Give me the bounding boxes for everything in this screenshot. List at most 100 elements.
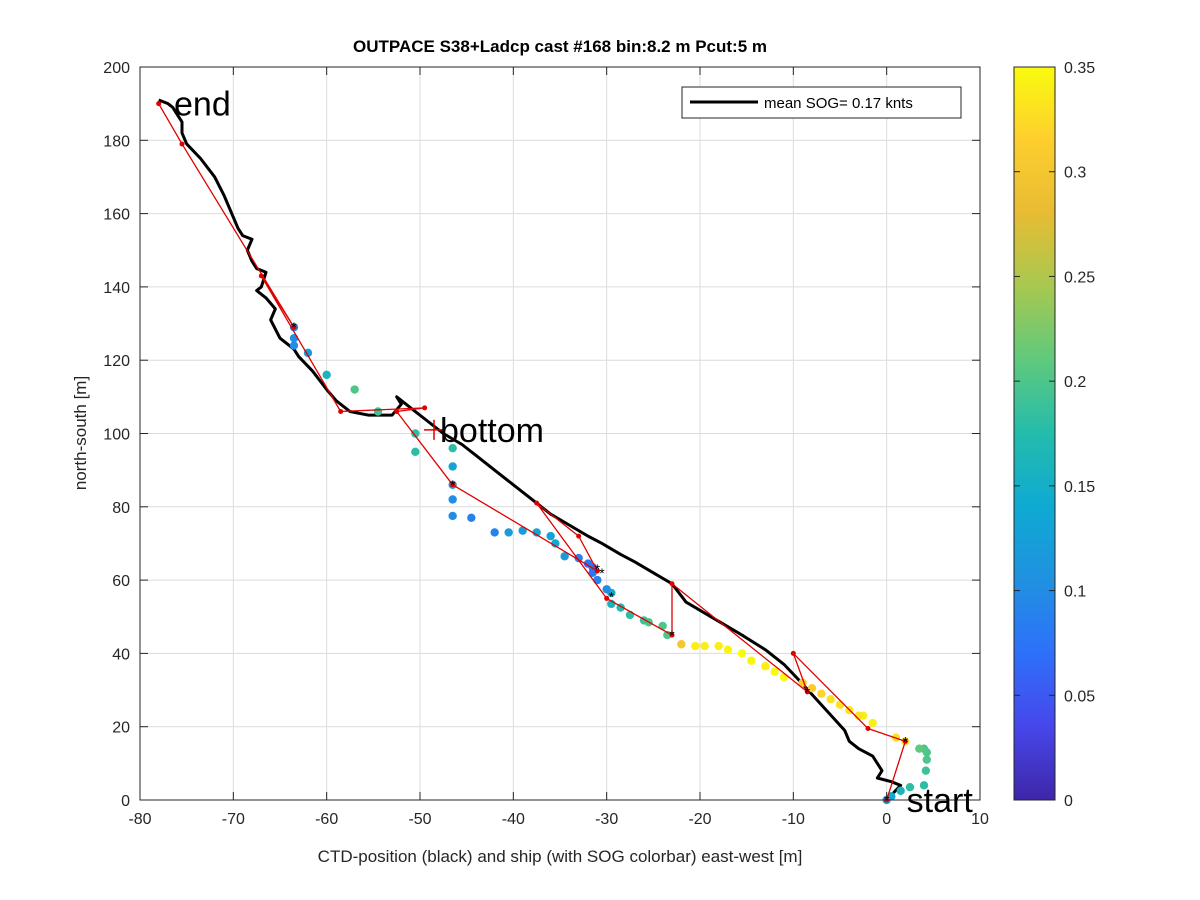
- sog-point: [896, 786, 905, 796]
- legend-entry: mean SOG= 0.17 knts: [764, 95, 913, 112]
- star-marker: *: [599, 565, 605, 581]
- sog-point: [747, 656, 756, 665]
- sog-point: [551, 539, 560, 548]
- sog-point: [303, 348, 313, 358]
- sog-point: [868, 718, 877, 728]
- sog-point: [546, 531, 555, 541]
- sog-point: [411, 447, 420, 457]
- sog-point: [807, 684, 817, 693]
- ship-track-marker: [902, 738, 908, 744]
- x-tick-label: -60: [315, 811, 338, 828]
- ship-track-marker: [669, 581, 675, 587]
- x-axis-label: CTD-position (black) and ship (with SOG …: [318, 847, 803, 866]
- sog-point: [602, 585, 611, 594]
- sog-point: [467, 513, 476, 522]
- ship-track-marker: [604, 595, 610, 601]
- sog-point: [411, 429, 420, 438]
- sog-point: [560, 552, 569, 561]
- annotation-bottom: bottom: [440, 412, 544, 450]
- colorbar-tick-label: 0.3: [1064, 165, 1086, 182]
- grid-lines: [139, 66, 981, 801]
- ship-track-marker: [338, 409, 344, 415]
- sog-point: [700, 641, 709, 651]
- x-tick-label: 10: [971, 811, 989, 828]
- y-tick-label: 100: [103, 427, 130, 444]
- sog-point: [322, 370, 331, 380]
- sog-point: [677, 640, 686, 649]
- sog-point: [922, 755, 931, 764]
- y-tick-label: 180: [103, 133, 130, 150]
- sog-point: [921, 766, 931, 775]
- colorbar-tick-label: 0.25: [1064, 269, 1095, 286]
- sog-point: [448, 443, 457, 453]
- sog-point: [915, 744, 924, 753]
- sog-point: [835, 700, 845, 709]
- ship-track-marker: [291, 324, 297, 330]
- sog-point: [826, 695, 835, 704]
- y-tick-label: 160: [103, 207, 130, 224]
- ship-track-marker: [422, 405, 428, 411]
- sog-point: [761, 662, 770, 671]
- colorbar-tick-label: 0: [1064, 793, 1073, 810]
- colorbar-ticks: 0 0.05 0.1 0.15 0.2 0.25 0.3 0.35: [1014, 60, 1095, 810]
- sog-point: [691, 641, 700, 651]
- y-tick-label: 120: [103, 353, 130, 370]
- y-ticks: 0 20 40 60 80 100 120 140 160 180 200: [103, 60, 980, 810]
- x-ticks: -80 -70 -60 -50 -40 -30 -20 -10 0 10: [128, 67, 989, 828]
- sog-point: [714, 641, 723, 651]
- ship-track-marker: [450, 482, 456, 488]
- colorbar-tick-label: 0.15: [1064, 479, 1095, 496]
- ship-track-marker: [576, 533, 582, 539]
- x-tick-label: -30: [595, 811, 618, 828]
- star-marker: *: [805, 684, 811, 700]
- ship-track-marker: [156, 101, 162, 107]
- ship-track-marker: [865, 726, 871, 732]
- ship-track-marker: [804, 689, 810, 695]
- ship-track-marker: [790, 650, 796, 656]
- sog-point: [350, 385, 359, 394]
- annotations: start bottom end: [174, 86, 973, 820]
- x-tick-label: -70: [222, 811, 245, 828]
- y-tick-label: 20: [112, 720, 130, 737]
- ship-track-marker: [669, 632, 675, 638]
- annotation-start: start: [907, 782, 974, 820]
- star-marker: *: [291, 319, 297, 335]
- sog-point: [373, 407, 383, 416]
- sog-point: [737, 649, 747, 658]
- series-layer: *********: [156, 98, 931, 808]
- chart-title: OUTPACE S38+Ladcp cast #168 bin:8.2 m Pc…: [353, 37, 767, 56]
- ship-track-marker: [594, 568, 600, 574]
- ctd-track-line: [158, 98, 903, 802]
- x-tick-label: -50: [408, 811, 431, 828]
- star-marker: *: [595, 561, 601, 577]
- sog-point: [532, 528, 541, 537]
- sog-point: [887, 792, 896, 801]
- sog-point: [448, 511, 457, 521]
- colorbar-tick-label: 0.35: [1064, 60, 1095, 77]
- x-tick-label: -10: [782, 811, 805, 828]
- sog-point: [574, 553, 583, 563]
- y-tick-label: 40: [112, 646, 130, 663]
- sog-point: [518, 526, 527, 535]
- y-axis-label: north-south [m]: [71, 376, 90, 490]
- colorbar-tick-label: 0.2: [1064, 374, 1086, 391]
- sog-point: [770, 667, 779, 676]
- ship-track-marker: [258, 273, 264, 279]
- y-tick-label: 80: [112, 500, 130, 517]
- sog-point: [448, 462, 457, 471]
- x-tick-label: 0: [882, 811, 891, 828]
- y-tick-label: 140: [103, 280, 130, 297]
- sog-point: [490, 528, 499, 537]
- legend: mean SOG= 0.17 knts: [681, 86, 962, 119]
- star-marker: *: [669, 627, 675, 643]
- sog-point: [723, 645, 733, 654]
- sog-point: [289, 334, 299, 343]
- y-tick-label: 200: [103, 60, 130, 77]
- colorbar: 0 0.05 0.1 0.15 0.2 0.25 0.3 0.35: [1013, 60, 1095, 810]
- x-tick-label: -20: [688, 811, 711, 828]
- star-marker: *: [903, 733, 909, 749]
- sog-point: [779, 673, 789, 682]
- sog-point: [817, 689, 826, 698]
- sog-point: [919, 781, 929, 790]
